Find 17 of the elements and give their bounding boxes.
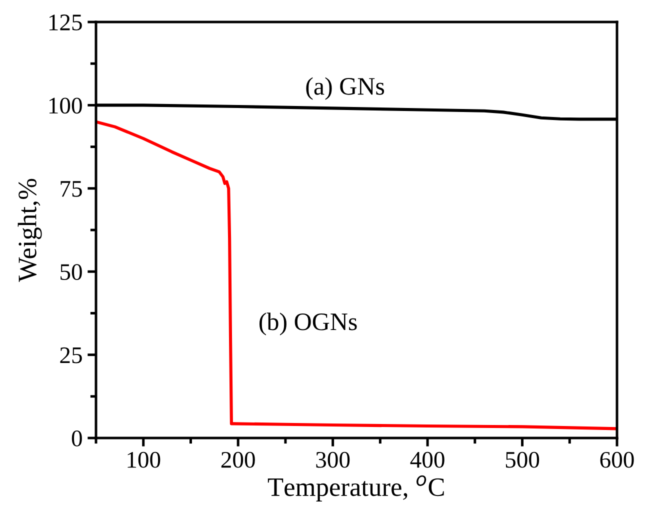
x-tick-label: 200	[221, 452, 255, 468]
annotation: (a) GNs	[306, 77, 384, 100]
y-tick-label: 125	[49, 14, 82, 30]
annotation: (b) OGNs	[260, 312, 357, 336]
x-tick-label: 500	[506, 452, 540, 468]
y-tick-label: 0	[72, 430, 82, 446]
y-axis-title: Weight,%	[18, 178, 42, 282]
x-tick-label: 600	[600, 452, 634, 468]
y-tick-label: 75	[60, 181, 82, 197]
x-tick-label: 300	[316, 452, 350, 468]
y-tick-label: 50	[60, 264, 82, 280]
y-tick-label: 25	[60, 347, 82, 364]
y-tick-label: 100	[49, 98, 82, 114]
x-tick-label: 400	[410, 452, 444, 468]
x-axis-title: Temperature, $^{o}$C	[268, 475, 444, 502]
x-tick-label: 100	[128, 452, 160, 468]
line-series	[96, 120, 617, 430]
